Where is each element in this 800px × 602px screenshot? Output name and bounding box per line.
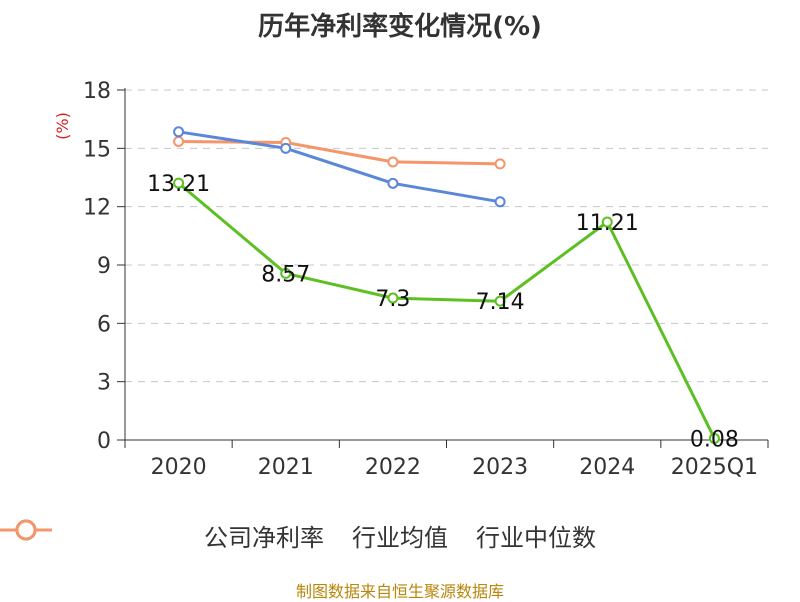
y-tick-label-3: 3 — [97, 371, 111, 396]
data-point-s0-2025Q1 — [708, 432, 720, 444]
legend-item-company[interactable]: 公司净利率 — [0, 518, 324, 553]
x-tick-label-2022: 2022 — [365, 455, 421, 480]
data-point-s1-2020 — [173, 126, 185, 138]
data-point-s1-2021 — [280, 142, 292, 154]
data-point-s2-2020 — [173, 136, 185, 148]
data-point-s0-2024 — [601, 216, 613, 228]
legend-item-industry-median[interactable]: 行业中位数 — [0, 518, 596, 553]
series-line-1 — [178, 130, 501, 204]
x-tick-label-2020: 2020 — [151, 455, 207, 480]
y-tick-label-6: 6 — [97, 312, 111, 337]
y-tick-label-0: 0 — [97, 429, 111, 454]
x-tick-label-2023: 2023 — [472, 455, 528, 480]
data-point-s0-2022 — [387, 292, 399, 304]
x-tick-label-2024: 2024 — [579, 455, 635, 480]
data-point-s2-2023 — [494, 158, 506, 170]
data-point-s2-2022 — [387, 156, 399, 168]
legend-item-industry-mean[interactable]: 行业均值 — [0, 518, 448, 553]
data-label-2025Q1: 0.08 — [690, 427, 739, 452]
y-tick-label-9: 9 — [97, 254, 111, 279]
y-axis-label: (%) — [53, 112, 72, 140]
source-note: 制图数据来自恒生聚源数据库 — [295, 582, 504, 601]
series-line-0 — [177, 181, 716, 440]
y-tick-label-18: 18 — [83, 79, 111, 104]
legend-label-industry-mean: 行业均值 — [352, 524, 448, 552]
data-label-2021: 8.57 — [261, 262, 310, 287]
data-point-s0-2020 — [173, 177, 185, 189]
x-tick-label-2021: 2021 — [258, 455, 314, 480]
data-point-s0-2023 — [494, 295, 506, 307]
legend-label-company: 公司净利率 — [204, 524, 324, 552]
legend-label-industry-median: 行业中位数 — [476, 524, 596, 552]
chart-title: 历年净利率变化情况(%) — [258, 12, 542, 42]
data-label-2020: 13.21 — [147, 172, 210, 197]
legend: 公司净利率 行业均值 行业中位数 — [0, 518, 800, 553]
data-point-s1-2023 — [494, 196, 506, 208]
y-tick-label-15: 15 — [83, 137, 111, 162]
data-label-2022: 7.3 — [375, 287, 410, 312]
data-point-s1-2022 — [387, 177, 399, 189]
series-line-2 — [178, 140, 501, 166]
legend-swatch-industry-median — [0, 519, 52, 541]
data-point-s0-2021 — [280, 267, 292, 279]
data-label-2024: 11.21 — [576, 211, 639, 236]
data-label-2023: 7.14 — [476, 290, 525, 315]
y-tick-label-12: 12 — [83, 196, 111, 221]
x-tick-label-2025Q1: 2025Q1 — [671, 455, 758, 480]
